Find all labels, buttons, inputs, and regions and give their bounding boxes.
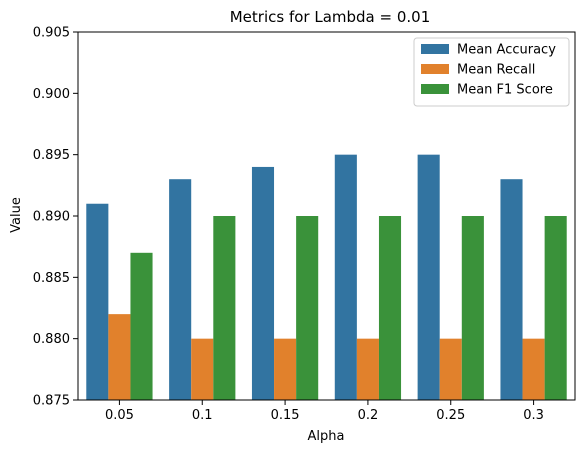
bar-mean-accuracy-0.2	[334, 154, 357, 400]
bar-mean-accuracy-0.1	[169, 179, 192, 400]
y-tick-label: 0.880	[33, 332, 70, 347]
legend-entry: Mean F1 Score	[457, 83, 553, 98]
y-tick-label: 0.900	[33, 87, 70, 102]
bar-mean-accuracy-0.25	[417, 154, 440, 400]
bar-mean-f1-score-0.15	[296, 216, 319, 400]
x-tick-label: 0.3	[523, 408, 544, 423]
y-tick-label: 0.885	[33, 271, 70, 286]
bar-mean-f1-score-0.25	[461, 216, 484, 400]
legend-swatch	[421, 84, 449, 94]
x-tick-label: 0.05	[105, 408, 134, 423]
bar-mean-recall-0.3	[522, 338, 545, 400]
legend-swatch	[421, 64, 449, 74]
bar-mean-f1-score-0.1	[213, 216, 236, 400]
x-axis: 0.05 0.1 0.15 0.2 0.25 0.3	[105, 400, 544, 423]
x-tick-label: 0.15	[271, 408, 300, 423]
legend-swatch	[421, 44, 449, 54]
bar-mean-accuracy-0.3	[500, 179, 523, 400]
y-axis-label: Value	[9, 197, 24, 233]
bar-mean-f1-score-0.2	[378, 216, 402, 400]
x-axis-label: Alpha	[308, 429, 345, 444]
x-tick-label: 0.2	[358, 408, 379, 423]
bar-mean-recall-0.1	[191, 338, 214, 400]
bar-mean-recall-0.15	[274, 338, 297, 400]
x-tick-label: 0.1	[192, 408, 213, 423]
legend-box	[413, 37, 570, 107]
bar-mean-recall-0.2	[356, 338, 379, 400]
bars-group	[86, 154, 567, 400]
y-tick-label: 0.890	[33, 210, 70, 225]
x-tick-label: 0.25	[436, 408, 465, 423]
y-tick-label: 0.895	[33, 148, 70, 163]
y-tick-label: 0.905	[33, 26, 70, 41]
legend-entry: Mean Recall	[457, 63, 535, 78]
chart-title: Metrics for Lambda = 0.01	[230, 8, 431, 26]
bar-mean-f1-score-0.3	[544, 216, 567, 400]
bar-mean-accuracy-0.05	[86, 203, 109, 400]
y-tick-label: 0.875	[33, 394, 70, 409]
bar-mean-accuracy-0.15	[251, 166, 275, 400]
bar-mean-recall-0.25	[439, 338, 462, 400]
legend-entry: Mean Accuracy	[457, 43, 556, 58]
bar-mean-recall-0.05	[108, 314, 131, 400]
legend: Mean Accuracy Mean Recall Mean F1 Score	[413, 37, 570, 107]
plot-frame	[77, 31, 576, 401]
bar-mean-f1-score-0.05	[130, 252, 153, 400]
y-axis: 0.875 0.880 0.885 0.890 0.895 0.900 0.905	[33, 26, 78, 409]
